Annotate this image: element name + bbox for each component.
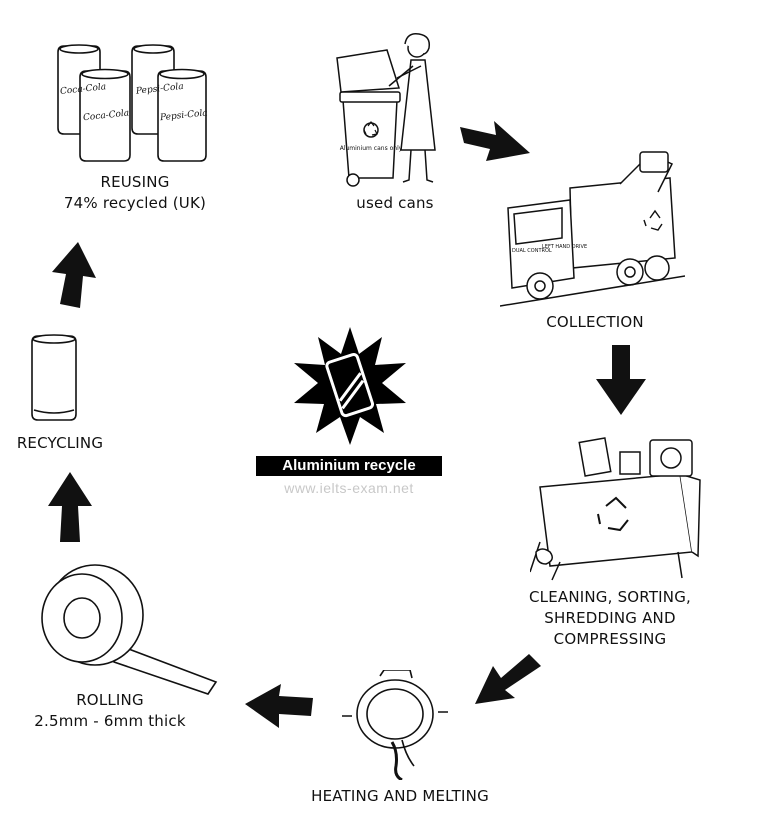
can-brand-3: Coca-Cola [83,108,130,123]
collection-label: COLLECTION [546,313,644,331]
cleaning-machine-illustration [530,432,705,582]
arrow-icon-2 [596,345,646,415]
center-burst-icon [294,327,406,445]
heating-label: HEATING AND MELTING [311,787,489,805]
watermark: www.ielts-exam.net [284,480,414,496]
can-brand-1: Coca-Cola [60,82,107,97]
reusing-label: REUSING 74% recycled (UK) [45,172,225,214]
bin-recycle-icon [363,121,378,136]
used-cans-illustration: Aluminium cans only [335,30,445,190]
recycling-label: RECYCLING [16,434,104,452]
arrow-icon-1 [460,121,530,161]
truck-text-1: DUAL CONTROL [512,248,552,254]
collection-truck-illustration: DUAL CONTROL LEFT HAND DRIVE [500,148,685,313]
recycled-can-illustration [28,332,80,424]
cleaning-line-1: CLEANING, SORTING, [528,588,692,606]
cleaning-label: CLEANING, SORTING, SHREDDING AND COMPRES… [515,587,705,650]
reusing-title: REUSING [100,173,170,191]
rolling-sheet-illustration [40,560,220,700]
reusing-cans-illustration: Coca-Cola Pepsi-Cola Coca-Cola Pepsi-Col… [50,40,215,165]
rolling-thickness: 2.5mm - 6mm thick [34,712,186,730]
used-cans-label: used cans [356,194,434,212]
arrow-icon-3 [475,654,541,704]
arrow-icon-4 [245,684,313,728]
machine-recycle-icon [597,496,629,532]
diagram-title: Aluminium recycle [256,456,442,476]
reusing-subtitle: 74% recycled (UK) [63,194,207,212]
rolling-title: ROLLING [76,691,144,709]
bin-label: Aluminium cans only [340,145,403,152]
truck-recycle-icon [643,209,663,231]
arrow-icon-6 [52,242,96,308]
cleaning-line-2: SHREDDING AND [544,609,676,627]
arrow-icon-5 [48,472,92,542]
cleaning-line-3: COMPRESSING [553,630,667,648]
furnace-illustration [340,670,450,780]
rolling-label: ROLLING 2.5mm - 6mm thick [20,690,200,732]
truck-text-2: LEFT HAND DRIVE [542,244,587,250]
